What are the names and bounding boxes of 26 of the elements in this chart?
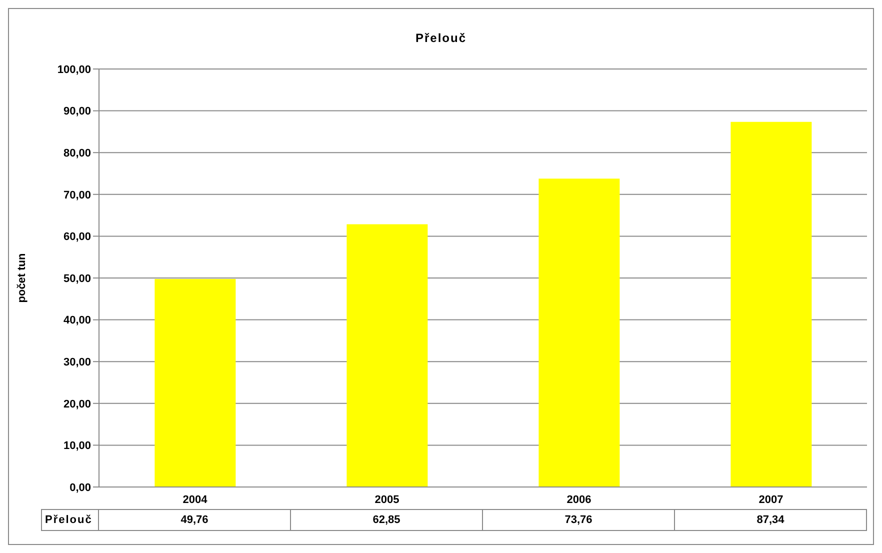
- y-tick-label: 50,00: [63, 272, 91, 285]
- y-tick-label: 30,00: [63, 356, 91, 369]
- y-tick-label: 80,00: [63, 148, 91, 160]
- y-tick-label: 20,00: [63, 398, 91, 410]
- y-tick-label: 0,00: [70, 482, 91, 494]
- y-axis-title: počet tun: [16, 252, 28, 303]
- data-label: 49,76: [99, 509, 291, 531]
- data-label: 73,76: [483, 509, 675, 531]
- chart-title: Přelouč: [414, 31, 468, 45]
- x-tick-label: 2005: [374, 494, 400, 506]
- x-tick-label: 2007: [758, 494, 784, 506]
- y-tick-label: 90,00: [63, 106, 91, 118]
- y-tick-label: 70,00: [63, 189, 91, 202]
- y-tick-label: 60,00: [63, 231, 91, 244]
- bar: [154, 279, 236, 487]
- x-tick-label: 2004: [182, 494, 208, 506]
- y-tick-label: 100,00: [57, 64, 91, 76]
- x-tick-label: 2006: [566, 494, 592, 506]
- y-tick-label: 10,00: [63, 440, 91, 452]
- bar: [538, 178, 620, 487]
- y-tick-label: 40,00: [63, 314, 91, 327]
- text: Přelouč: [41, 509, 99, 531]
- bar: [730, 122, 812, 487]
- bar: [346, 224, 428, 487]
- data-label: 87,34: [675, 509, 867, 531]
- data-label: 62,85: [291, 509, 483, 531]
